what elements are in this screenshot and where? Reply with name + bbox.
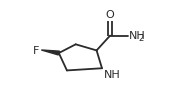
Polygon shape — [41, 51, 60, 55]
Text: NH: NH — [104, 69, 121, 79]
Text: 2: 2 — [139, 34, 144, 43]
Text: F: F — [33, 45, 39, 55]
Text: O: O — [106, 10, 114, 20]
Text: NH: NH — [129, 31, 146, 41]
